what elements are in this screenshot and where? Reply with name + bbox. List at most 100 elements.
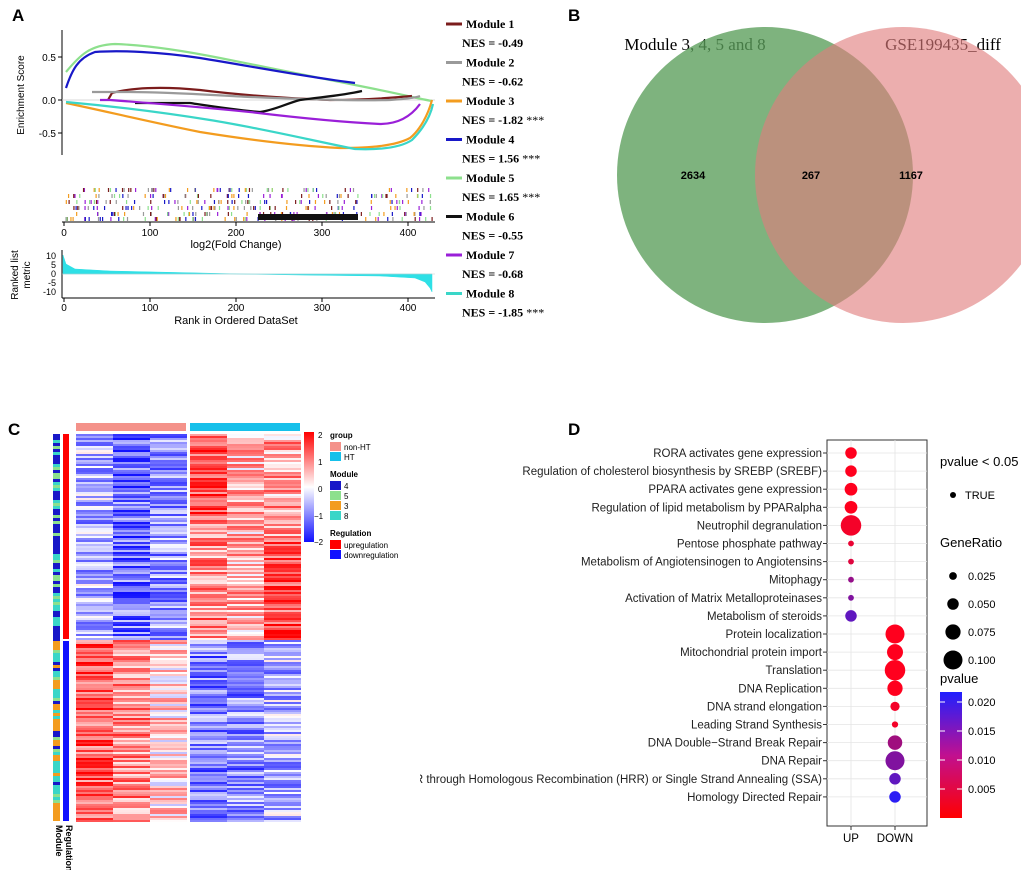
heatmap-cell bbox=[76, 550, 113, 552]
legend-module-name: Module 4 bbox=[466, 133, 514, 147]
heatmap-cell bbox=[113, 750, 150, 752]
heatmap-body bbox=[76, 434, 301, 822]
module-strip-cell bbox=[53, 686, 60, 689]
heatmap-cell bbox=[190, 794, 227, 796]
heatmap-cell bbox=[264, 712, 301, 714]
heatmap-cell bbox=[227, 552, 264, 554]
heatmap-cell bbox=[190, 810, 227, 812]
heatmap-cell bbox=[150, 672, 187, 674]
heatmap-cell bbox=[113, 796, 150, 798]
module-strip-cell bbox=[53, 437, 60, 440]
heatmap-cell bbox=[264, 524, 301, 526]
heatmap-cell bbox=[264, 446, 301, 448]
heatmap-cell bbox=[227, 612, 264, 614]
heatmap-cell bbox=[190, 482, 227, 484]
heatmap-cell bbox=[150, 620, 187, 622]
heatmap-cell bbox=[76, 490, 113, 492]
heatmap: Regulation Module 2 1 0 −1 −2 group non-… bbox=[53, 423, 398, 870]
legend-module-significance: *** bbox=[519, 190, 540, 204]
heatmap-cell bbox=[227, 690, 264, 692]
heatmap-cell bbox=[227, 648, 264, 650]
heatmap-cell bbox=[227, 566, 264, 568]
heatmap-cell bbox=[227, 550, 264, 552]
heatmap-cell bbox=[150, 698, 187, 700]
heatmap-cell bbox=[264, 740, 301, 742]
heatmap-cell bbox=[150, 602, 187, 604]
heatmap-cell bbox=[150, 452, 187, 454]
module-strip-cell bbox=[53, 545, 60, 548]
heatmap-cell bbox=[76, 662, 113, 664]
heatmap-cell bbox=[76, 474, 113, 476]
heatmap-cell bbox=[150, 716, 187, 718]
heatmap-cell bbox=[227, 610, 264, 612]
heatmap-cell bbox=[190, 562, 227, 564]
heatmap-cell bbox=[113, 716, 150, 718]
heatmap-cell bbox=[150, 482, 187, 484]
heatmap-cell bbox=[227, 656, 264, 658]
heatmap-cell bbox=[264, 440, 301, 442]
heatmap-cell bbox=[227, 760, 264, 762]
heatmap-cell bbox=[190, 634, 227, 636]
heatmap-cell bbox=[113, 476, 150, 478]
heatmap-cell bbox=[76, 578, 113, 580]
heatmap-cell bbox=[227, 776, 264, 778]
heatmap-cell bbox=[227, 650, 264, 652]
module-strip-cell bbox=[53, 518, 60, 521]
heatmap-cell bbox=[76, 798, 113, 800]
heatmap-cell bbox=[150, 760, 187, 762]
heatmap-cell bbox=[113, 572, 150, 574]
module-strip-cell bbox=[53, 572, 60, 575]
heatmap-cell bbox=[113, 608, 150, 610]
module-strip-cell bbox=[53, 656, 60, 659]
heatmap-cell bbox=[264, 582, 301, 584]
module-strip-cell bbox=[53, 542, 60, 545]
heatmap-cell bbox=[190, 684, 227, 686]
heatmap-cell bbox=[113, 790, 150, 792]
heatmap-cell bbox=[76, 612, 113, 614]
heatmap-cell bbox=[76, 664, 113, 666]
heatmap-cell bbox=[76, 682, 113, 684]
heatmap-cell bbox=[150, 466, 187, 468]
heatmap-cell bbox=[190, 688, 227, 690]
heatmap-cell bbox=[150, 490, 187, 492]
heatmap-cell bbox=[113, 804, 150, 806]
heatmap-cell bbox=[113, 800, 150, 802]
heatmap-cell bbox=[190, 488, 227, 490]
dot-point bbox=[840, 515, 862, 536]
heatmap-cell bbox=[113, 788, 150, 790]
gene-ratio-legend-dot bbox=[943, 650, 963, 670]
heatmap-cell bbox=[190, 602, 227, 604]
module-strip-cell bbox=[53, 590, 60, 593]
heatmap-cell bbox=[76, 438, 113, 440]
heatmap-cell bbox=[150, 626, 187, 628]
heatmap-cell bbox=[150, 444, 187, 446]
x-category-label: DOWN bbox=[877, 833, 913, 845]
heatmap-cell bbox=[150, 790, 187, 792]
heatmap-cell bbox=[76, 636, 113, 638]
scale-tick-label: 0 bbox=[318, 485, 323, 494]
legend-title-pvalue-filter: pvalue < 0.05 bbox=[940, 454, 1018, 469]
heatmap-cell bbox=[190, 460, 227, 462]
heatmap-cell bbox=[264, 436, 301, 438]
heatmap-cell bbox=[227, 444, 264, 446]
panel-label-c: C bbox=[8, 420, 21, 439]
heatmap-cell bbox=[227, 642, 264, 644]
heatmap-cell bbox=[76, 530, 113, 532]
heatmap-cell bbox=[190, 780, 227, 782]
es-tick-label: 0.5 bbox=[42, 53, 56, 64]
heatmap-cell bbox=[264, 610, 301, 612]
heatmap-cell bbox=[190, 762, 227, 764]
heatmap-cell bbox=[227, 606, 264, 608]
heatmap-cell bbox=[264, 732, 301, 734]
heatmap-cell bbox=[264, 470, 301, 472]
heatmap-cell bbox=[190, 820, 227, 822]
heatmap-cell bbox=[227, 710, 264, 712]
heatmap-cell bbox=[190, 744, 227, 746]
heatmap-cell bbox=[227, 544, 264, 546]
heatmap-cell bbox=[113, 510, 150, 512]
term-label: Leading Strand Synthesis bbox=[691, 720, 822, 732]
heatmap-cell bbox=[227, 804, 264, 806]
heatmap-cell bbox=[190, 452, 227, 454]
heatmap-cell bbox=[264, 670, 301, 672]
heatmap-cell bbox=[113, 766, 150, 768]
